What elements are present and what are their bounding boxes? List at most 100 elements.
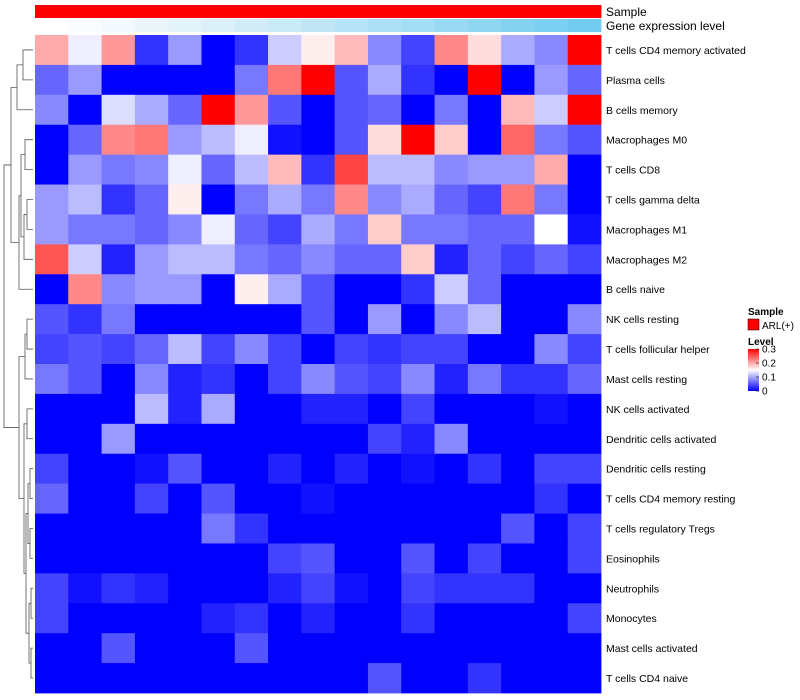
heatmap-cell bbox=[201, 214, 236, 245]
heatmap-cell bbox=[534, 64, 569, 96]
legend: Sample ARL(+) Level 0.3 0.2 0.1 0 bbox=[747, 307, 794, 398]
heatmap-cell bbox=[168, 543, 202, 574]
heatmap-cell bbox=[367, 393, 402, 425]
heatmap-cell bbox=[467, 543, 502, 574]
heatmap-cell bbox=[68, 184, 102, 215]
heatmap-cell bbox=[467, 573, 502, 604]
heatmap-cell bbox=[234, 35, 269, 66]
annotation-cell-sample bbox=[101, 5, 136, 18]
heatmap-cell bbox=[567, 543, 602, 574]
legend-tick-label: 0.1 bbox=[762, 373, 776, 384]
heatmap-cell bbox=[501, 244, 535, 275]
row-label: T cells CD4 naive bbox=[606, 673, 688, 685]
heatmap-cell bbox=[534, 154, 569, 185]
heatmap-cell bbox=[234, 423, 269, 455]
heatmap-cell bbox=[68, 244, 102, 275]
heatmap-cell bbox=[334, 573, 369, 604]
heatmap-cell bbox=[268, 184, 302, 215]
heatmap-cell bbox=[467, 663, 502, 694]
heatmap-cell bbox=[534, 35, 569, 66]
row-label: T cells CD4 memory activated bbox=[606, 45, 746, 57]
heatmap-cell bbox=[168, 154, 202, 185]
heatmap-cell bbox=[35, 423, 69, 455]
heatmap-cell bbox=[35, 214, 69, 245]
heatmap-cell bbox=[501, 393, 535, 425]
heatmap-cell bbox=[534, 423, 569, 455]
heatmap-cell bbox=[567, 423, 602, 455]
heatmap-cell bbox=[334, 364, 369, 395]
heatmap-cell bbox=[168, 334, 202, 365]
heatmap-cell bbox=[134, 124, 169, 156]
heatmap-cell bbox=[234, 663, 269, 694]
row-label: T cells CD4 memory resting bbox=[606, 494, 735, 506]
row-label: T cells follicular helper bbox=[606, 344, 710, 356]
dendrogram-branch bbox=[26, 199, 33, 230]
heatmap-cell bbox=[467, 184, 502, 215]
heatmap-cell bbox=[234, 603, 269, 634]
heatmap-cell bbox=[301, 184, 336, 215]
heatmap-cell bbox=[567, 94, 602, 126]
heatmap-cell bbox=[467, 364, 502, 395]
heatmap-cell bbox=[534, 184, 569, 215]
heatmap-cell bbox=[201, 393, 236, 425]
annotation-cell-sample bbox=[501, 5, 535, 18]
heatmap-cell bbox=[467, 35, 502, 66]
heatmap-cell bbox=[234, 244, 269, 275]
legend-tick-label: 0.3 bbox=[762, 345, 776, 356]
heatmap-cell bbox=[534, 94, 569, 126]
heatmap-cell bbox=[367, 633, 402, 664]
heatmap-cell bbox=[101, 274, 136, 305]
heatmap-cell bbox=[567, 334, 602, 365]
heatmap-cell bbox=[234, 334, 269, 365]
heatmap-cell bbox=[367, 543, 402, 574]
heatmap-cell bbox=[201, 364, 236, 395]
heatmap-cell bbox=[434, 573, 469, 604]
legend-sample-entry: ARL(+) bbox=[762, 321, 794, 332]
heatmap-cell bbox=[268, 35, 302, 66]
heatmap-cell bbox=[534, 573, 569, 604]
heatmap-cell bbox=[501, 154, 535, 185]
heatmap-cell bbox=[134, 364, 169, 395]
heatmap-cell bbox=[467, 334, 502, 365]
heatmap-cell bbox=[301, 453, 336, 485]
heatmap-cell bbox=[334, 423, 369, 455]
heatmap-cell bbox=[567, 274, 602, 305]
heatmap-cell bbox=[334, 603, 369, 634]
heatmap-cells bbox=[35, 35, 602, 694]
heatmap-cell bbox=[301, 543, 336, 574]
heatmap-cell bbox=[567, 154, 602, 185]
row-label: T cells regulatory Tregs bbox=[606, 524, 715, 536]
annotation-cell-sample bbox=[201, 5, 236, 18]
heatmap-cell bbox=[401, 304, 435, 335]
heatmap-cell bbox=[467, 633, 502, 664]
annotation-cell-gene-expression-level bbox=[101, 19, 136, 32]
heatmap-cell bbox=[434, 184, 469, 215]
heatmap-cell bbox=[401, 573, 435, 604]
heatmap-cell bbox=[101, 633, 136, 664]
heatmap-cell bbox=[301, 214, 336, 245]
heatmap-cell bbox=[101, 304, 136, 335]
heatmap-cell bbox=[201, 274, 236, 305]
heatmap-cell bbox=[68, 64, 102, 96]
heatmap-cell bbox=[134, 184, 169, 215]
heatmap-cell bbox=[268, 154, 302, 185]
heatmap-cell bbox=[35, 154, 69, 185]
heatmap-cell bbox=[101, 214, 136, 245]
annotation-cell-gene-expression-level bbox=[534, 19, 569, 32]
heatmap-cell bbox=[401, 274, 435, 305]
heatmap-cell bbox=[101, 483, 136, 514]
heatmap-cell bbox=[401, 334, 435, 365]
heatmap-cell bbox=[68, 423, 102, 455]
heatmap-cell bbox=[201, 633, 236, 664]
heatmap-cell bbox=[35, 304, 69, 335]
heatmap-cell bbox=[367, 154, 402, 185]
dendrogram-branch bbox=[29, 528, 33, 559]
heatmap-cell bbox=[534, 633, 569, 664]
heatmap-cell bbox=[501, 603, 535, 634]
heatmap-cell bbox=[501, 334, 535, 365]
heatmap-cell bbox=[367, 603, 402, 634]
heatmap-cell bbox=[101, 364, 136, 395]
heatmap-cell bbox=[501, 543, 535, 574]
row-label: Neutrophils bbox=[606, 583, 659, 595]
